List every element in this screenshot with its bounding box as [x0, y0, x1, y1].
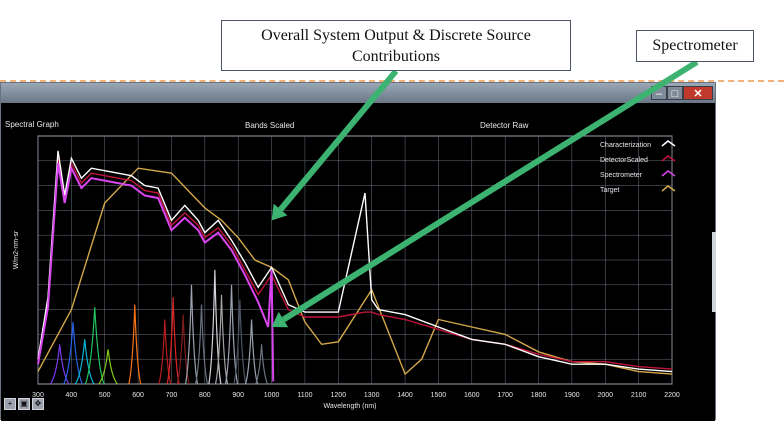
x-tick-label: 1400: [397, 392, 413, 399]
zoom-in-icon[interactable]: +: [4, 398, 16, 410]
x-tick-label: 1100: [297, 392, 312, 399]
pan-icon[interactable]: ✥: [32, 398, 44, 410]
series-line-characterization: [37, 150, 673, 373]
x-tick-label: 1700: [497, 392, 513, 399]
graph-panel: [1, 103, 715, 421]
arrow-spectrometer-head: [271, 311, 289, 328]
callout-system-output: Overall System Output & Discrete Source …: [221, 20, 571, 71]
arrow-spectrometer-shaft: [281, 59, 699, 323]
callout-spectrometer: Spectrometer: [636, 30, 754, 62]
source-band-line: [84, 307, 105, 385]
source-band-line: [128, 304, 142, 385]
x-tick-label: 1800: [531, 392, 547, 399]
x-axis-label: Wavelength (nm): [323, 403, 376, 410]
x-tick-label: 1500: [431, 392, 447, 399]
arrow-system-output-head: [271, 203, 288, 221]
legend-label: Characterization: [600, 142, 651, 149]
chart-series: [37, 150, 673, 382]
legend-swatch: [661, 170, 676, 177]
source-band-line: [98, 349, 118, 385]
side-scrollbar[interactable]: [712, 232, 716, 312]
x-tick-label: 1900: [564, 392, 580, 399]
dashed-divider-line: [0, 80, 784, 82]
x-tick-label: 400: [66, 392, 78, 399]
source-band-line: [255, 344, 269, 385]
legend-label: DetectorScaled: [600, 157, 648, 164]
zoom-fit-icon[interactable]: ▣: [18, 398, 30, 410]
source-band-line: [233, 299, 247, 385]
x-tick-label: 2200: [664, 392, 680, 399]
x-tick-label: 2100: [631, 392, 647, 399]
source-band-line: [208, 269, 222, 385]
x-tick-label: 300: [32, 392, 44, 399]
discrete-source-bands: [49, 269, 269, 385]
x-tick-label: 500: [99, 392, 111, 399]
source-band-line: [184, 284, 199, 385]
x-tick-label: 900: [232, 392, 244, 399]
source-band-line: [74, 339, 95, 385]
source-band-line: [224, 284, 239, 385]
series-line-target: [37, 167, 673, 376]
x-tick-label: 2000: [597, 392, 613, 399]
x-tick-label: 700: [166, 392, 178, 399]
x-tick-label: 1600: [464, 392, 480, 399]
x-tick-label: 600: [132, 392, 144, 399]
maximize-button[interactable]: □: [667, 86, 683, 100]
close-button[interactable]: ✕: [683, 86, 713, 100]
legend-label: Target: [600, 187, 620, 194]
header-bands-scaled: Bands Scaled: [245, 121, 295, 130]
x-tick-label: 1200: [331, 392, 347, 399]
y-axis-label: W/m2-nm-sr: [13, 230, 20, 269]
x-tick-label: 1300: [364, 392, 380, 399]
source-band-line: [214, 294, 229, 385]
x-tick-labels: 300 400 500 600 700 800 900 1000 1100 1200 1300 140…: [32, 392, 680, 399]
source-band-line: [244, 319, 259, 385]
arrow-system-output-shaft: [278, 69, 399, 212]
bottom-toolbar: + ▣ ✥: [4, 398, 44, 410]
series-line-spectrometer: [37, 163, 275, 382]
legend-label: Spectrometer: [600, 172, 643, 179]
legend-swatch: [661, 185, 676, 192]
header-spectral-graph: Spectral Graph: [5, 120, 59, 129]
header-detector-raw: Detector Raw: [480, 121, 529, 130]
window-titlebar[interactable]: – □ ✕: [1, 83, 715, 103]
source-band-line: [166, 297, 180, 385]
legend-swatch: [661, 140, 676, 147]
x-tick-label: 1000: [264, 392, 280, 399]
source-band-line: [194, 304, 209, 385]
callout-arrows: [271, 59, 699, 328]
chart-legend: Characterization DetectorScaled Spectromet…: [600, 140, 676, 194]
chart-grid: [37, 135, 673, 385]
legend-swatch: [661, 155, 676, 162]
x-tick-label: 800: [199, 392, 211, 399]
